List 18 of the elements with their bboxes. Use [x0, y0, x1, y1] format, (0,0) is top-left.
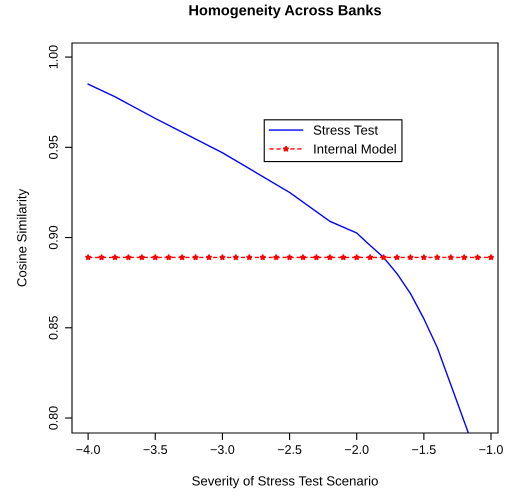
legend-label: Stress Test — [314, 125, 378, 135]
y-tick-label: 0.80 — [48, 406, 58, 430]
chart-title: Homogeneity Across Banks — [189, 4, 381, 18]
x-axis-title: Severity of Stress Test Scenario — [192, 476, 378, 488]
x-tick-label: −2.5 — [278, 445, 302, 454]
x-tick-label: −4.0 — [76, 445, 100, 454]
x-tick-label: −1.5 — [412, 445, 436, 454]
y-tick-label: 1.00 — [48, 45, 58, 68]
x-tick-label: −3.5 — [144, 445, 168, 454]
legend-label: Internal Model — [314, 144, 396, 154]
x-tick-label: −1.0 — [479, 445, 503, 454]
x-tick-label: −2.0 — [344, 445, 369, 454]
y-tick-label: 0.90 — [48, 226, 58, 250]
y-axis-title: Cosine Similarity — [16, 188, 30, 286]
y-tick-label: 0.85 — [48, 316, 58, 340]
line-series — [87, 83, 469, 433]
y-tick-label: 0.95 — [48, 136, 58, 159]
x-tick-label: −3.0 — [210, 445, 234, 454]
